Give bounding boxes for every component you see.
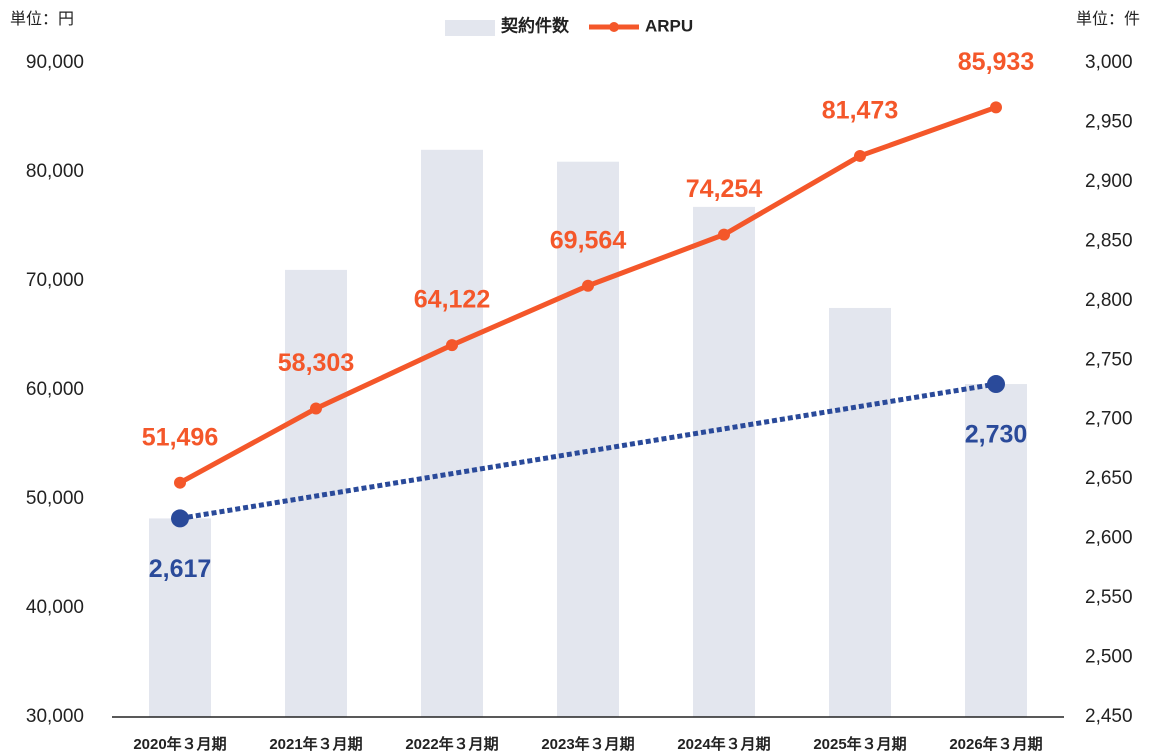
x-tick-label: 2022年３月期 [405,735,498,753]
y2-tick-label: 2,900 [1085,171,1133,192]
line-marker [718,228,730,241]
y2-tick-label: 2,700 [1085,409,1133,430]
line-marker [446,339,458,352]
legend-label: 契約件数 [500,15,570,35]
unit-left: 単位：円 [10,10,74,28]
y-tick-label: 30,000 [26,706,84,727]
bar [965,384,1027,717]
line-marker [854,149,866,162]
bar [149,518,211,717]
y2-tick-label: 2,600 [1085,528,1133,549]
bar [285,269,347,717]
y2-tick-label: 2,950 [1085,111,1133,132]
bar-value-label: 2,617 [149,555,212,583]
x-tick-label: 2023年３月期 [541,735,634,753]
x-tick-label: 2021年３月期 [269,735,362,753]
line-marker [310,402,322,415]
y2-tick-label: 2,500 [1085,647,1133,668]
line-value-label: 64,122 [414,286,490,314]
x-tick-label: 2026年３月期 [949,735,1042,753]
bar [557,161,619,717]
bar-marker [987,375,1005,394]
y2-tick-label: 2,450 [1085,706,1133,727]
x-tick-label: 2024年３月期 [677,735,770,753]
bar-value-label: 2,730 [965,421,1028,449]
line-marker [582,279,594,292]
line-value-label: 51,496 [142,423,218,451]
y2-tick-label: 2,800 [1085,290,1133,311]
line-value-label: 85,933 [958,48,1034,76]
x-tick-label: 2025年３月期 [813,735,906,753]
y-tick-label: 90,000 [26,52,84,73]
y-tick-label: 40,000 [26,597,84,618]
line-marker [174,476,186,489]
line-value-label: 74,254 [686,175,763,203]
y2-tick-label: 2,850 [1085,230,1133,251]
legend-swatch [445,20,495,36]
y2-tick-label: 2,650 [1085,468,1133,489]
line-marker [990,101,1002,114]
bar [829,307,891,717]
legend-marker [609,22,619,32]
line-value-label: 58,303 [278,349,354,377]
y-tick-label: 70,000 [26,270,84,291]
trend-line [179,381,997,521]
y2-tick-label: 2,750 [1085,349,1133,370]
bar [693,206,755,717]
legend-label: ARPU [645,16,693,35]
y2-tick-label: 3,000 [1085,52,1133,73]
line-value-label: 69,564 [550,226,627,254]
line-value-label: 81,473 [822,97,898,125]
y-tick-label: 60,000 [26,379,84,400]
x-tick-label: 2020年３月期 [133,735,226,753]
bar-marker [171,509,189,528]
bar [421,149,483,717]
y2-tick-label: 2,550 [1085,587,1133,608]
y-tick-label: 50,000 [26,488,84,509]
y-tick-label: 80,000 [26,161,84,182]
unit-right: 単位：件 [1076,10,1140,28]
